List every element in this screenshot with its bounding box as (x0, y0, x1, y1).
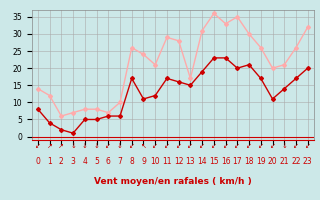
Text: ↙: ↙ (176, 143, 182, 149)
Text: ↙: ↙ (164, 143, 170, 149)
Text: 9: 9 (141, 157, 146, 166)
Text: 19: 19 (256, 157, 266, 166)
Text: 20: 20 (268, 157, 277, 166)
Text: ↙: ↙ (305, 143, 311, 149)
Text: 14: 14 (197, 157, 207, 166)
Text: ↙: ↙ (129, 143, 135, 149)
Text: ↙: ↙ (199, 143, 205, 149)
Text: ↙: ↙ (211, 143, 217, 149)
Text: 2: 2 (59, 157, 64, 166)
Text: 12: 12 (174, 157, 183, 166)
Text: 6: 6 (106, 157, 111, 166)
Text: ↙: ↙ (223, 143, 228, 149)
Text: ↗: ↗ (58, 143, 64, 149)
Text: ↙: ↙ (35, 143, 41, 149)
Text: 3: 3 (71, 157, 76, 166)
Text: ↓: ↓ (281, 143, 287, 149)
Text: ↙: ↙ (269, 143, 276, 149)
Text: 5: 5 (94, 157, 99, 166)
Text: 16: 16 (221, 157, 230, 166)
Text: ↙: ↙ (234, 143, 240, 149)
Text: 0: 0 (36, 157, 40, 166)
Text: 1: 1 (47, 157, 52, 166)
Text: 11: 11 (162, 157, 172, 166)
Text: 13: 13 (186, 157, 195, 166)
Text: 22: 22 (291, 157, 301, 166)
Text: 21: 21 (279, 157, 289, 166)
Text: ↙: ↙ (105, 143, 111, 149)
Text: Vent moyen/en rafales ( km/h ): Vent moyen/en rafales ( km/h ) (94, 178, 252, 186)
Text: 7: 7 (117, 157, 123, 166)
Text: 23: 23 (303, 157, 313, 166)
Text: 18: 18 (244, 157, 254, 166)
Text: ↙: ↙ (188, 143, 193, 149)
Text: 10: 10 (150, 157, 160, 166)
Text: ↙: ↙ (293, 143, 299, 149)
Text: ↖: ↖ (140, 143, 147, 149)
Text: 17: 17 (233, 157, 242, 166)
Text: 4: 4 (82, 157, 87, 166)
Text: ↙: ↙ (246, 143, 252, 149)
Text: 8: 8 (129, 157, 134, 166)
Text: ↓: ↓ (70, 143, 76, 149)
Text: ↓: ↓ (93, 143, 100, 149)
Text: ↗: ↗ (47, 143, 52, 149)
Text: ↓: ↓ (117, 143, 123, 149)
Text: ↓: ↓ (82, 143, 88, 149)
Text: 15: 15 (209, 157, 219, 166)
Text: ↙: ↙ (152, 143, 158, 149)
Text: ↙: ↙ (258, 143, 264, 149)
